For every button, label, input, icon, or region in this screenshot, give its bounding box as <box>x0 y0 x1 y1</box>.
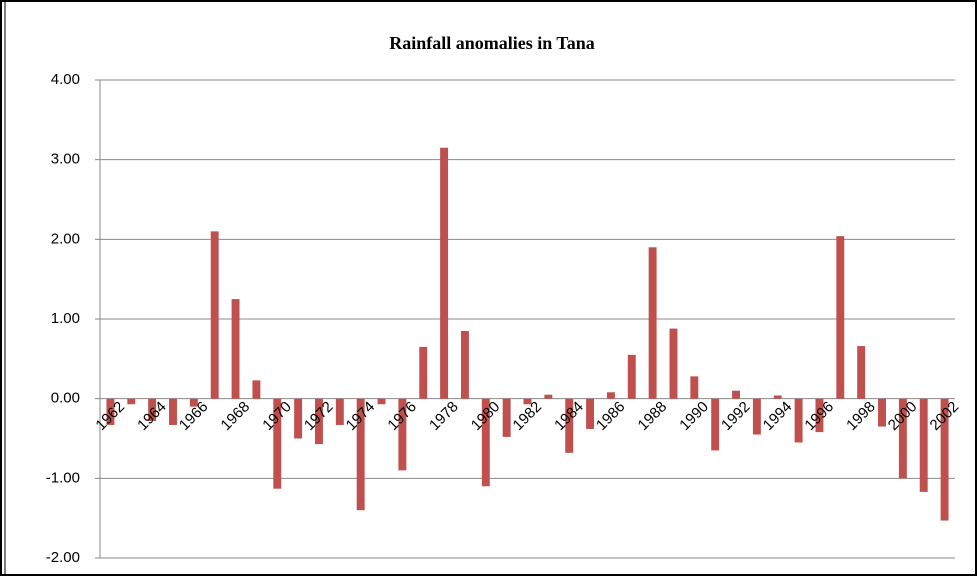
bar <box>627 354 636 399</box>
bar <box>419 346 428 399</box>
bar <box>148 398 157 421</box>
bar <box>440 147 449 399</box>
y-tick-label: 4.00 <box>51 71 80 88</box>
bar <box>544 394 553 399</box>
bar <box>460 330 469 399</box>
bar <box>732 390 740 399</box>
bar <box>210 231 219 399</box>
bar <box>669 328 678 399</box>
y-tick-label: 0.00 <box>51 390 80 407</box>
bar <box>565 398 574 453</box>
bar <box>586 398 595 429</box>
bar <box>106 398 115 425</box>
bar <box>773 395 782 399</box>
bar <box>315 398 323 445</box>
bar <box>940 398 949 521</box>
y-tick-label: 2.00 <box>51 230 80 247</box>
bar <box>690 376 699 399</box>
bar <box>273 398 282 489</box>
bar <box>252 380 261 399</box>
chart-title: Rainfall anomalies in Tana <box>389 33 595 53</box>
y-tick-label: -2.00 <box>46 549 80 566</box>
y-tick-label: -1.00 <box>46 469 80 486</box>
bar <box>857 346 866 399</box>
bar <box>502 398 511 437</box>
bar <box>523 398 532 405</box>
bar <box>231 299 240 399</box>
bar <box>898 398 907 479</box>
bar <box>481 398 490 487</box>
bar <box>711 398 720 451</box>
bar <box>398 398 407 471</box>
bar <box>648 247 657 399</box>
bar <box>878 398 886 427</box>
bar <box>127 398 136 405</box>
bar <box>189 398 198 407</box>
bar <box>169 398 177 425</box>
bar <box>294 398 303 439</box>
bar <box>836 236 845 399</box>
bar <box>794 398 803 443</box>
bar <box>377 398 386 405</box>
bar <box>356 398 365 511</box>
bar <box>606 392 615 399</box>
bar <box>335 398 344 425</box>
y-tick-label: 3.00 <box>51 151 80 168</box>
bar <box>919 398 928 492</box>
bar <box>752 398 761 435</box>
bar <box>815 398 824 433</box>
y-tick-label: 1.00 <box>51 310 80 327</box>
